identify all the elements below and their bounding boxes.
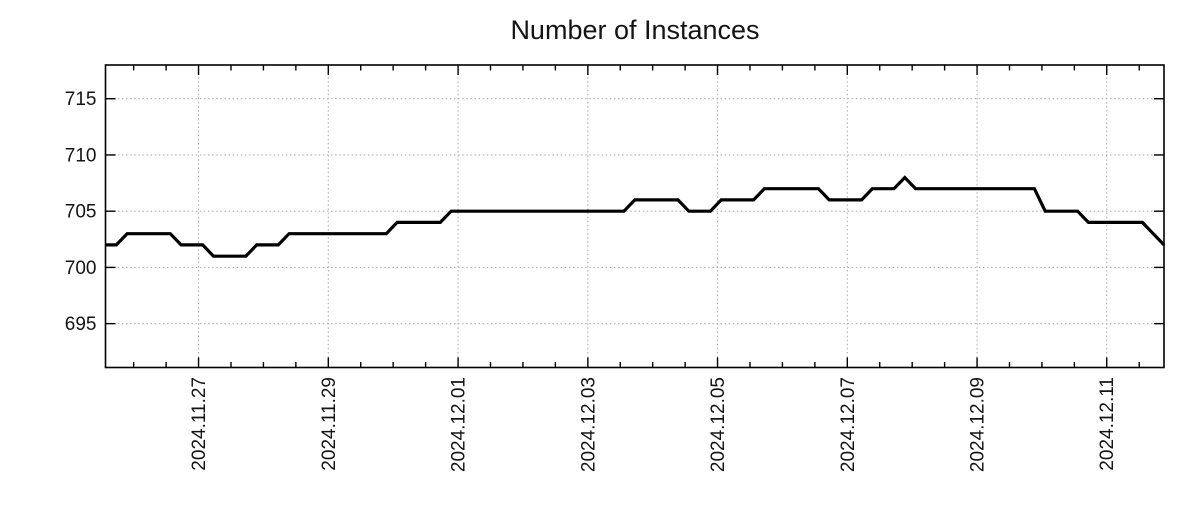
plot-border	[104, 64, 1165, 369]
x-tick-label: 2024.12.03	[578, 377, 599, 472]
series-lines	[105, 175, 1166, 258]
y-tick-label: 695	[65, 314, 97, 335]
x-tick-label: 2024.11.29	[319, 377, 340, 471]
y-tick-label: 715	[65, 89, 97, 110]
x-tick-label: 2024.12.11	[1097, 377, 1118, 471]
x-tick-label: 2024.11.27	[189, 377, 210, 471]
axis-tick-marks	[105, 65, 1164, 368]
series-line-instances	[105, 175, 1166, 258]
x-tick-label: 2024.12.07	[838, 377, 859, 472]
x-tick-label: 2024.12.01	[449, 377, 470, 472]
y-tick-label: 705	[65, 202, 97, 223]
x-tick-label: 2024.12.05	[708, 377, 729, 472]
axis-tick-labels: 695 700 705 710 715 2024.11.27 2024.11.29 2024.…	[65, 89, 1118, 472]
chart-title: Number of Instances	[510, 15, 759, 45]
y-tick-label: 700	[65, 258, 97, 279]
gridlines	[105, 65, 1164, 368]
x-tick-label: 2024.12.09	[968, 377, 989, 472]
y-tick-label: 710	[65, 145, 97, 166]
